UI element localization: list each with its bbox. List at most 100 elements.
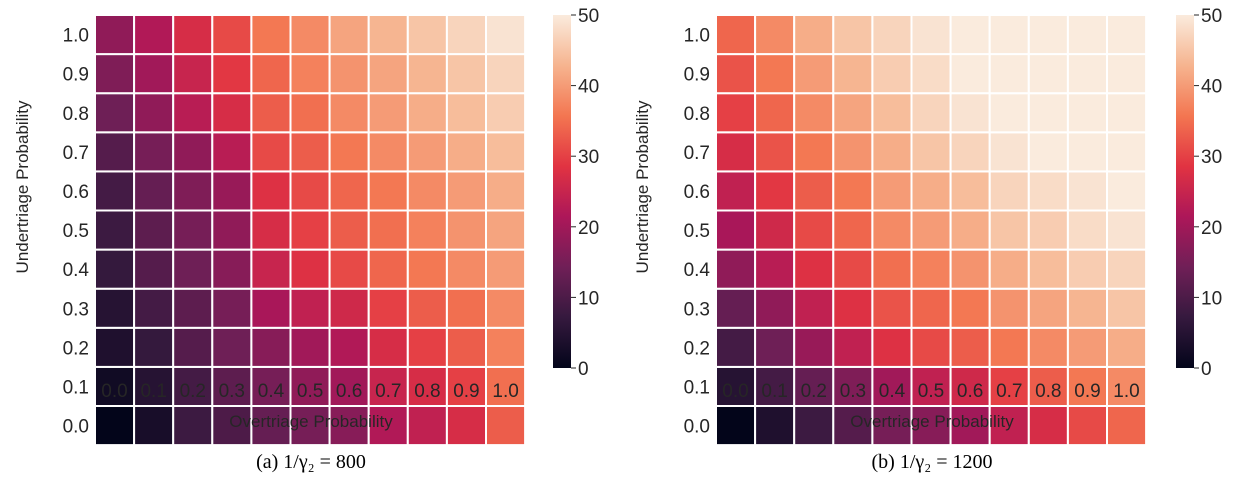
- heatmap-cell: [832, 92, 874, 134]
- heatmap-cell: [406, 170, 448, 212]
- heatmap-cell: [211, 53, 253, 95]
- x-tick-label: 0.7: [375, 381, 401, 402]
- heatmap-cell: [211, 248, 253, 290]
- heatmap-cell: [94, 405, 136, 447]
- heatmap-cell: [133, 326, 175, 368]
- heatmap-cell: [949, 14, 991, 56]
- y-tick-label: 0.5: [63, 221, 89, 242]
- heatmap-cell: [871, 170, 913, 212]
- heatmap-cell: [289, 287, 331, 329]
- heatmap-cell: [94, 53, 136, 95]
- heatmap-cell: [367, 14, 409, 56]
- heatmap-cell: [445, 209, 487, 251]
- y-tick-label: 0.0: [63, 417, 89, 438]
- x-tick-label: 0.5: [297, 381, 323, 402]
- x-tick-label: 0.8: [1035, 381, 1061, 402]
- y-tick-labels-b: 0.0 0.1 0.2 0.3 0.4 0.5 0.6 0.7 0.8 0.9 1.0: [684, 26, 711, 438]
- heatmap-cell: [94, 14, 136, 56]
- colorbar-tick-label: 10: [578, 288, 599, 309]
- heatmap-cell: [1066, 248, 1109, 290]
- y-tick-labels-a: 0.0 0.1 0.2 0.3 0.4 0.5 0.6 0.7 0.8 0.9 1.0: [63, 26, 90, 438]
- heatmap-cell: [94, 248, 136, 290]
- heatmap-cell: [988, 326, 1030, 368]
- heatmap-cell: [406, 92, 448, 134]
- heatmap-cell: [910, 53, 952, 95]
- y-tick-label: 0.5: [684, 221, 710, 242]
- colorbar-a: [553, 15, 571, 368]
- heatmap-cell: [832, 326, 874, 368]
- y-tick-label: 0.8: [63, 104, 89, 125]
- heatmap-cell: [445, 53, 487, 95]
- heatmap-cell: [406, 326, 448, 368]
- heatmap-cell: [949, 248, 991, 290]
- heatmap-cell: [485, 14, 527, 56]
- heatmap-cell: [871, 326, 913, 368]
- heatmap-cell: [485, 131, 527, 173]
- colorbar-tick-label: 50: [1201, 6, 1222, 27]
- heatmap-cell: [910, 248, 952, 290]
- y-tick-label: 0.6: [63, 182, 89, 203]
- heatmap-cell: [949, 326, 991, 368]
- heatmap-cell: [250, 92, 292, 134]
- heatmap-cell: [133, 209, 175, 251]
- heatmap-cell: [949, 170, 991, 212]
- heatmap-cell: [988, 287, 1030, 329]
- heatmap-cell: [988, 53, 1030, 95]
- x-tick-label: 0.3: [840, 381, 866, 402]
- heatmap-cell: [485, 53, 527, 95]
- colorbar-tick-label: 0: [1201, 359, 1212, 380]
- y-tick-label: 0.8: [684, 104, 710, 125]
- colorbar-b: [1176, 15, 1194, 368]
- heatmap-cell: [172, 53, 214, 95]
- heatmap-cell: [367, 405, 409, 447]
- heatmap-cell: [406, 405, 448, 447]
- heatmap-cell: [1066, 365, 1109, 407]
- heatmap-cell: [211, 14, 253, 56]
- heatmap-cell: [406, 14, 448, 56]
- heatmap-cell: [988, 170, 1030, 212]
- colorbar-tick-label: 40: [1201, 77, 1222, 98]
- heatmap-cell: [793, 287, 835, 329]
- heatmap-cell: [910, 92, 952, 134]
- heatmap-cell: [1066, 14, 1109, 56]
- heatmap-cell: [754, 287, 796, 329]
- y-tick-label: 1.0: [63, 26, 89, 47]
- y-tick-label: 0.3: [63, 299, 89, 320]
- heatmap-cell: [1106, 248, 1148, 290]
- heatmap-cell: [406, 365, 448, 407]
- heatmap-cell: [871, 287, 913, 329]
- heatmap-cell: [1066, 326, 1109, 368]
- heatmap-cell: [1027, 131, 1069, 173]
- heatmap-cell: [910, 170, 952, 212]
- heatmap-cell: [485, 248, 527, 290]
- heatmap-cell: [1106, 209, 1148, 251]
- y-tick-label: 0.2: [684, 338, 710, 359]
- heatmap-cell: [1027, 14, 1069, 56]
- colorbar-ticks-a: 0 10 20 30 40 50: [571, 6, 599, 380]
- heatmap-cell: [754, 170, 796, 212]
- heatmap-cell: [1106, 287, 1148, 329]
- heatmap-cell: [211, 131, 253, 173]
- x-tick-labels-b: 0.0 0.1 0.2 0.3 0.4 0.5 0.6 0.7 0.8 0.9 1.0: [722, 381, 1139, 402]
- heatmap-cell: [250, 287, 292, 329]
- heatmap-cell: [328, 92, 370, 134]
- heatmap-cell: [871, 209, 913, 251]
- heatmap-cell: [793, 53, 835, 95]
- colorbar-tick-label: 30: [1201, 147, 1222, 168]
- heatmap-cell: [754, 248, 796, 290]
- heatmap-cell: [133, 365, 175, 407]
- heatmap-cell: [172, 92, 214, 134]
- heatmap-cell: [1066, 92, 1109, 134]
- heatmap-cell: [367, 326, 409, 368]
- x-tick-label: 0.0: [722, 381, 748, 402]
- heatmap-cell: [1066, 131, 1109, 173]
- heatmap-cell: [445, 326, 487, 368]
- heatmap-cell: [367, 287, 409, 329]
- heatmap-cell: [754, 326, 796, 368]
- heatmap-cell: [1106, 92, 1148, 134]
- heatmap-cell: [211, 209, 253, 251]
- y-axis-label-b: Undertriage Probability: [633, 100, 652, 273]
- x-tick-label: 0.4: [879, 381, 906, 402]
- heatmap-cell: [1066, 53, 1109, 95]
